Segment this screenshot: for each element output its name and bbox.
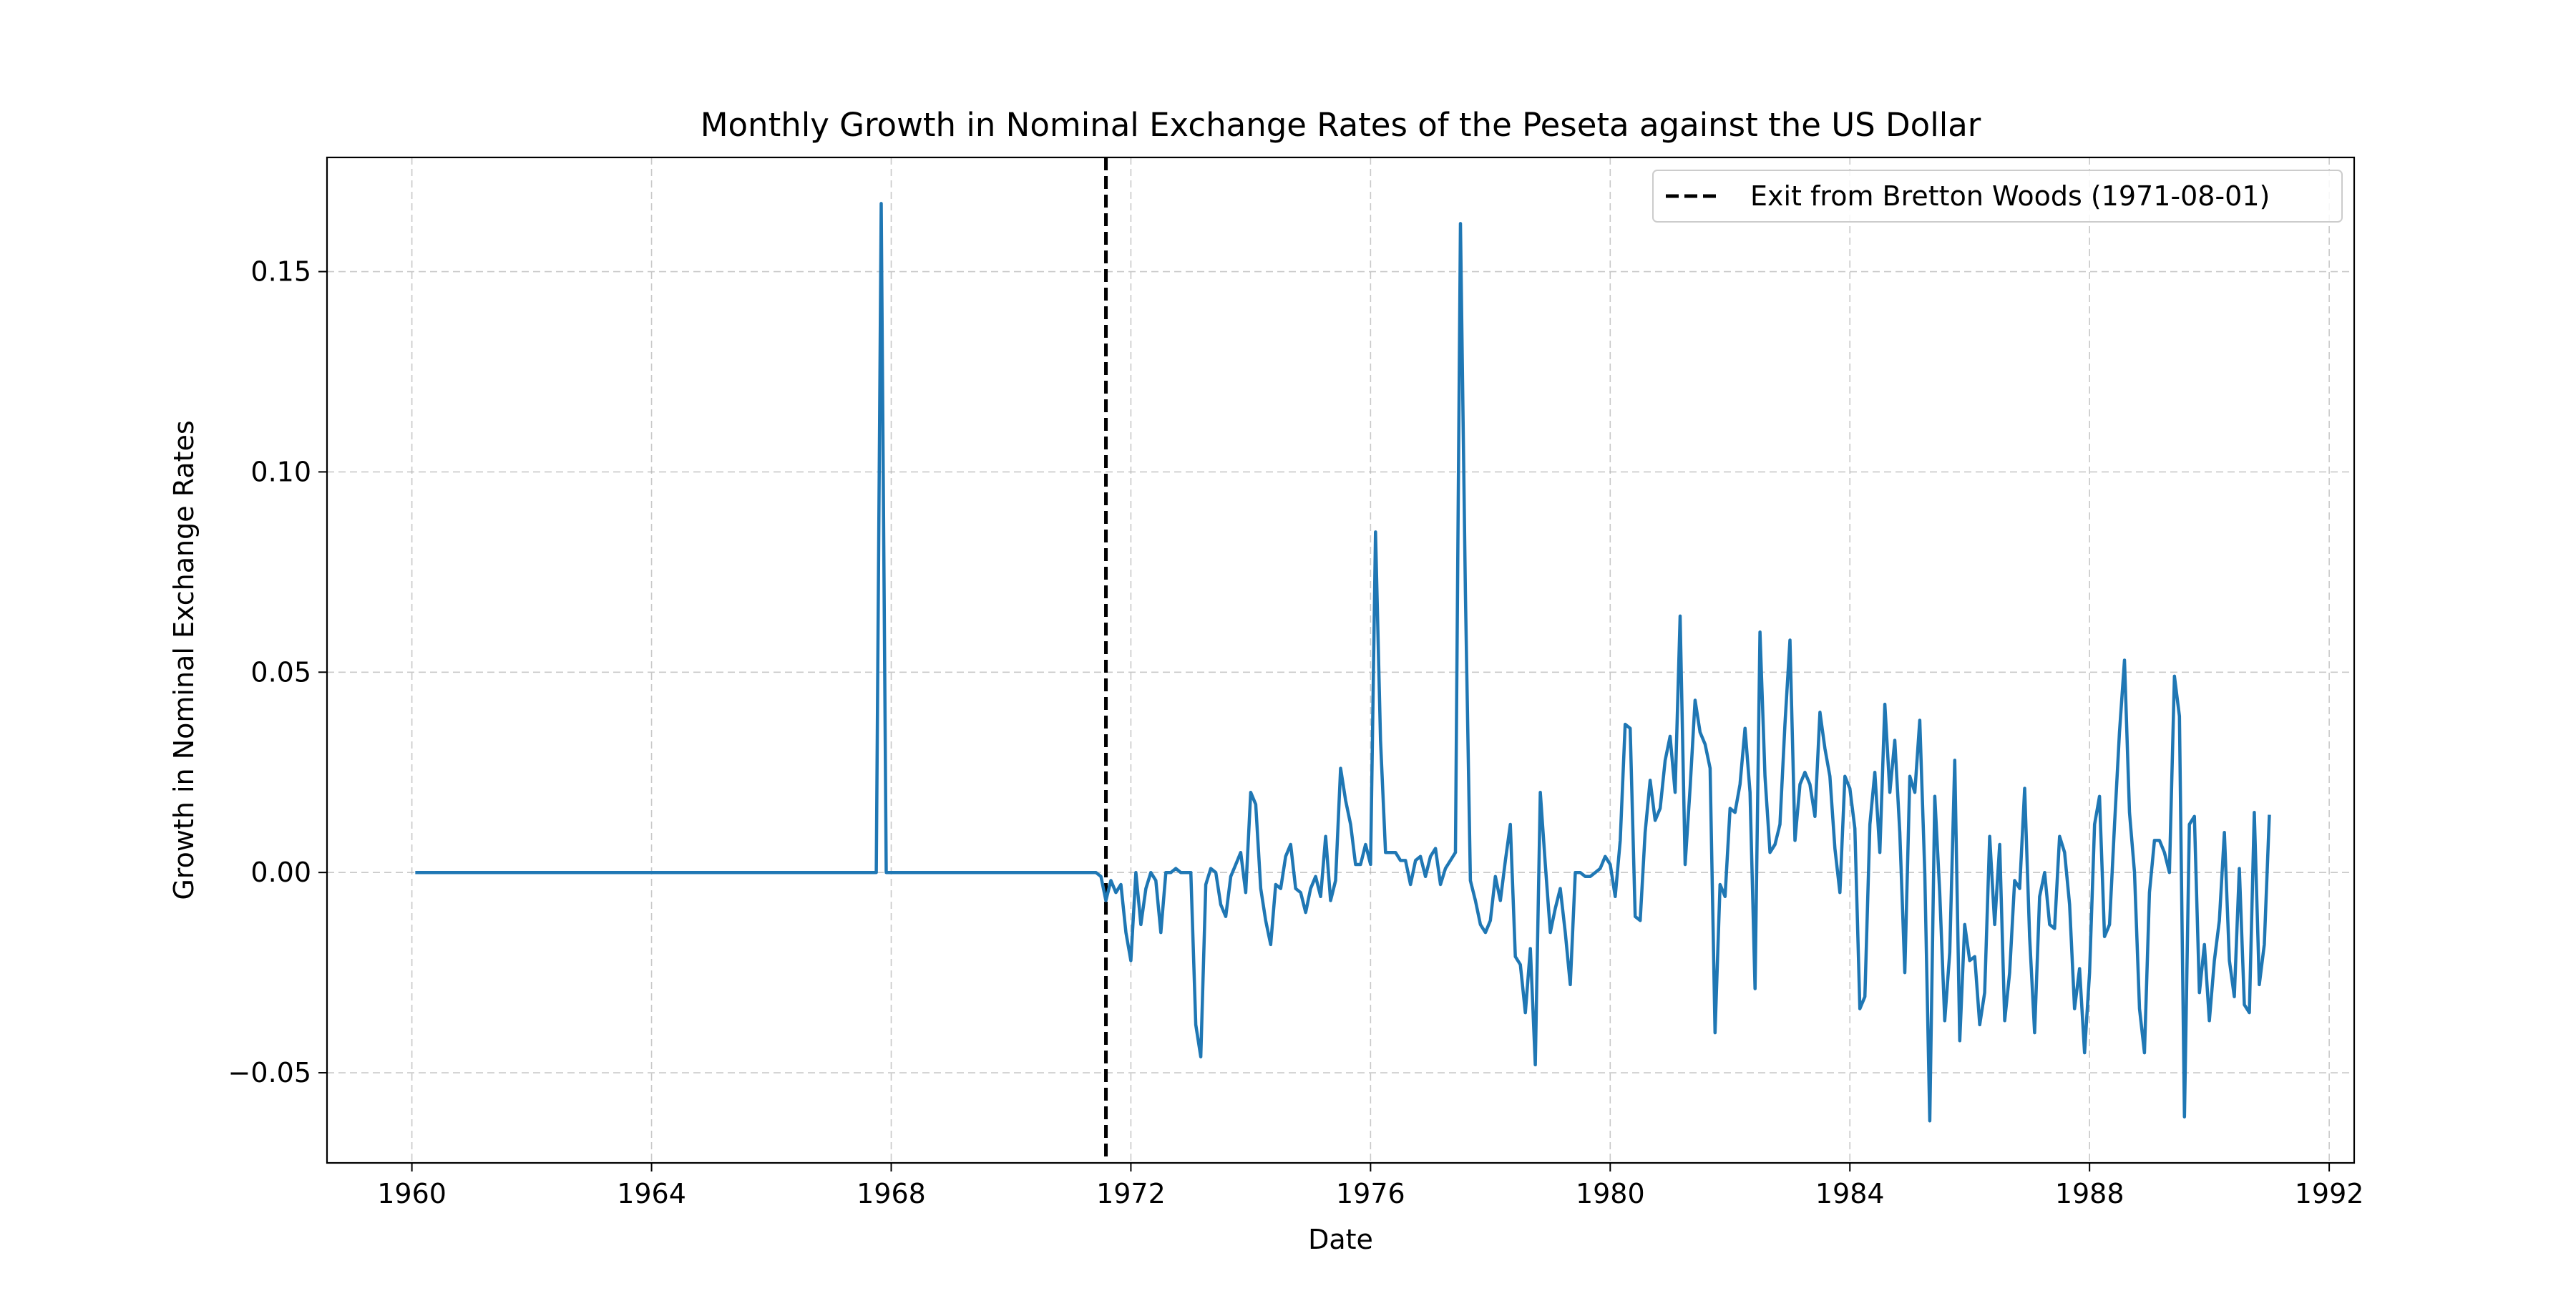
legend-box <box>1652 170 2343 223</box>
x-tick-label: 1972 <box>1096 1178 1166 1209</box>
x-tick-label: 1992 <box>2295 1178 2364 1209</box>
y-tick-label: 0.15 <box>250 256 311 288</box>
x-tick-label: 1976 <box>1336 1178 1405 1209</box>
series-lines <box>415 202 2271 1123</box>
x-tick-label: 1964 <box>617 1178 686 1209</box>
y-tick-label: 0.10 <box>250 456 311 487</box>
x-tick-label: 1960 <box>377 1178 447 1209</box>
x-tick-label: 1980 <box>1576 1178 1645 1209</box>
y-tick-label: 0.00 <box>250 857 311 888</box>
x-tick-label: 1984 <box>1815 1178 1885 1209</box>
axis-ticks: 1960 1964 1968 1972 1976 1980 1984 1988 1992 −0.0… <box>228 256 2364 1209</box>
x-tick-label: 1988 <box>2055 1178 2124 1209</box>
y-tick-label: 0.05 <box>250 656 311 688</box>
growth-series-line <box>415 202 2271 1123</box>
y-axis-label: Growth in Nominal Exchange Rates <box>168 420 200 900</box>
legend-entry-label: Exit from Bretton Woods (1971-08-01) <box>1750 180 2270 212</box>
y-tick-label: −0.05 <box>228 1057 311 1088</box>
legend: Exit from Bretton Woods (1971-08-01) <box>1652 170 2343 223</box>
x-axis-label: Date <box>1308 1224 1373 1255</box>
x-tick-label: 1968 <box>857 1178 926 1209</box>
chart-title: Monthly Growth in Nominal Exchange Rates… <box>701 106 1981 144</box>
plot-frame <box>326 156 2356 1164</box>
